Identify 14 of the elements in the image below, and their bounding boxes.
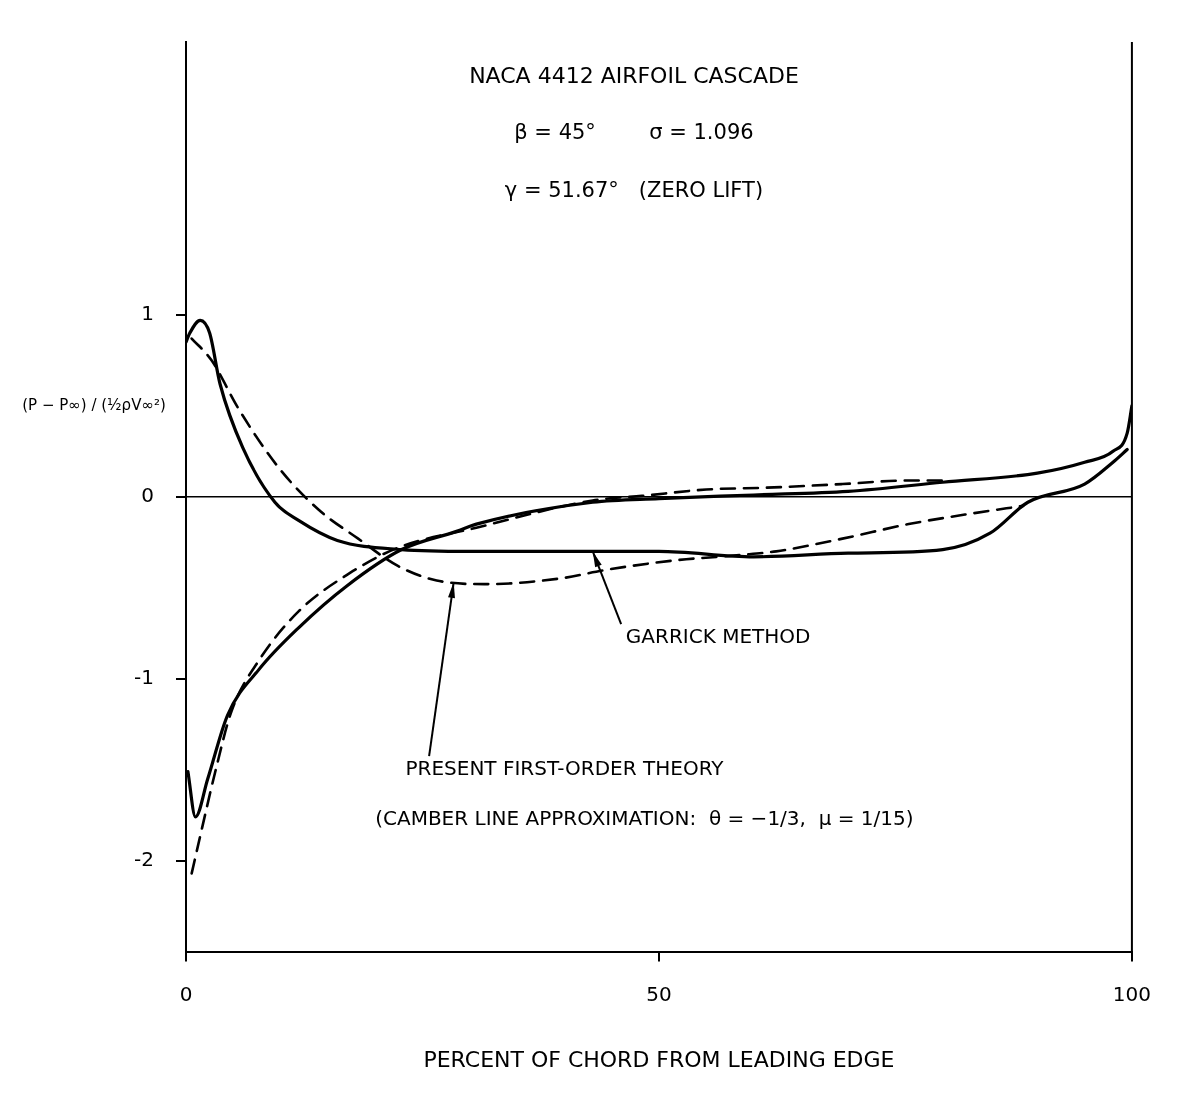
annotation: GARRICK METHOD bbox=[625, 623, 811, 648]
y-tick-label: -1 bbox=[134, 664, 154, 689]
x-tick-label: 0 bbox=[179, 981, 193, 1006]
x-tick-label: 50 bbox=[646, 981, 672, 1006]
annotation: (CAMBER LINE APPROXIMATION: θ = −1/3, μ = 1/15) bbox=[375, 805, 914, 830]
text: NACA 4412 AIRFOIL CASCADE bbox=[469, 62, 799, 88]
text: β = 45° σ = 1.096 γ = 51.67° (ZERO LIFT) bbox=[504, 120, 764, 203]
annotation: PRESENT FIRST-ORDER THEORY bbox=[405, 755, 725, 780]
x-axis-title: PERCENT OF CHORD FROM LEADING EDGE bbox=[423, 1046, 895, 1072]
y-tick-label: 0 bbox=[141, 483, 154, 507]
y-tick-label: 1 bbox=[141, 301, 154, 326]
x-tick-label: 100 bbox=[1112, 981, 1152, 1006]
y-axis-title: (P − P∞) / (½ρV∞²) bbox=[22, 395, 166, 414]
y-tick-label: -2 bbox=[134, 846, 154, 871]
